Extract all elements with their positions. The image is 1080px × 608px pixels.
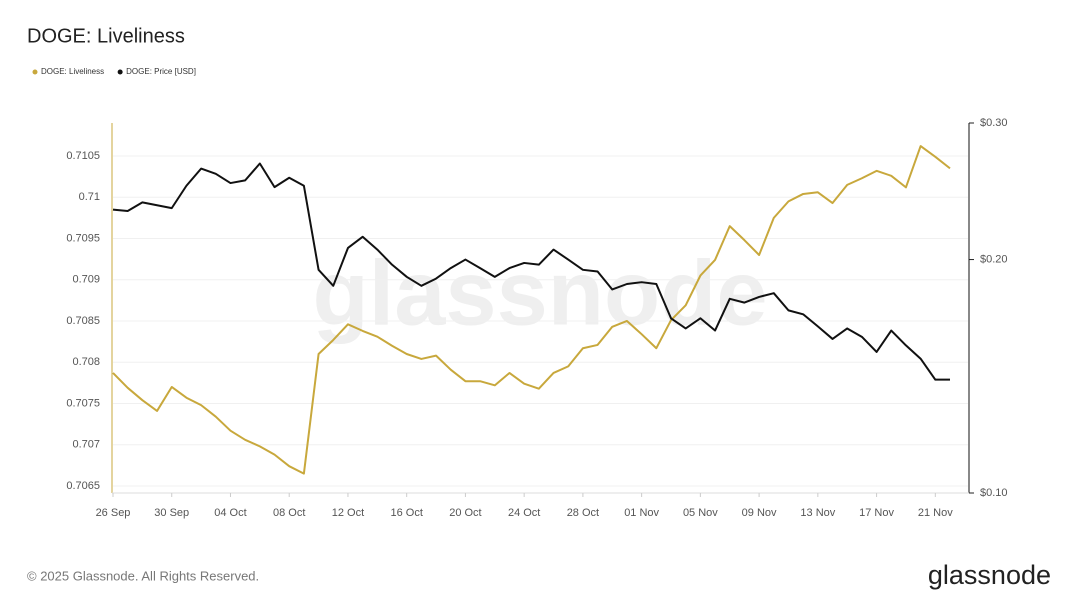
x-tick-label: 05 Nov — [683, 507, 718, 519]
series-line — [112, 162, 950, 381]
y-tick-label: 0.7105 — [66, 150, 100, 162]
x-tick-label: 16 Oct — [390, 507, 422, 519]
x-tick-label: 12 Oct — [332, 507, 364, 519]
y-tick-label: 0.71 — [79, 191, 100, 203]
y2-tick-label: $0.30 — [980, 117, 1008, 129]
x-tick-label: 26 Sep — [96, 507, 131, 519]
x-tick-label: 24 Oct — [508, 507, 540, 519]
x-tick-label: 08 Oct — [273, 507, 305, 519]
x-tick-label: 13 Nov — [800, 507, 835, 519]
brand-logo: glassnode — [928, 560, 1051, 590]
watermark: glassnode — [312, 242, 767, 344]
y2-tick-label: $0.20 — [980, 253, 1008, 265]
y-tick-label: 0.7065 — [66, 480, 100, 492]
legend-label: DOGE: Price [USD] — [126, 67, 196, 76]
chart-title: DOGE: Liveliness — [27, 25, 185, 47]
legend-label: DOGE: Liveliness — [41, 67, 104, 76]
footer: © 2025 Glassnode. All Rights Reserved. — [27, 568, 259, 583]
y-tick-label: 0.7095 — [66, 232, 100, 244]
y-tick-label: 0.707 — [72, 439, 100, 451]
y-tick-label: 0.709 — [72, 274, 100, 286]
x-tick-label: 30 Sep — [154, 507, 189, 519]
y-tick-label: 0.7075 — [66, 397, 100, 409]
x-tick-label: 17 Nov — [859, 507, 894, 519]
y2-tick-label: $0.10 — [980, 487, 1008, 499]
legend-marker — [32, 69, 38, 75]
legend-marker — [117, 69, 123, 75]
x-tick-label: 01 Nov — [624, 507, 659, 519]
y-tick-label: 0.7085 — [66, 315, 100, 327]
x-tick-label: 20 Oct — [449, 507, 481, 519]
x-tick-label: 04 Oct — [214, 507, 246, 519]
x-tick-label: 21 Nov — [918, 507, 953, 519]
x-tick-label: 28 Oct — [567, 507, 599, 519]
series-line — [112, 145, 951, 475]
x-tick-label: 09 Nov — [742, 507, 777, 519]
y-tick-label: 0.708 — [72, 356, 100, 368]
